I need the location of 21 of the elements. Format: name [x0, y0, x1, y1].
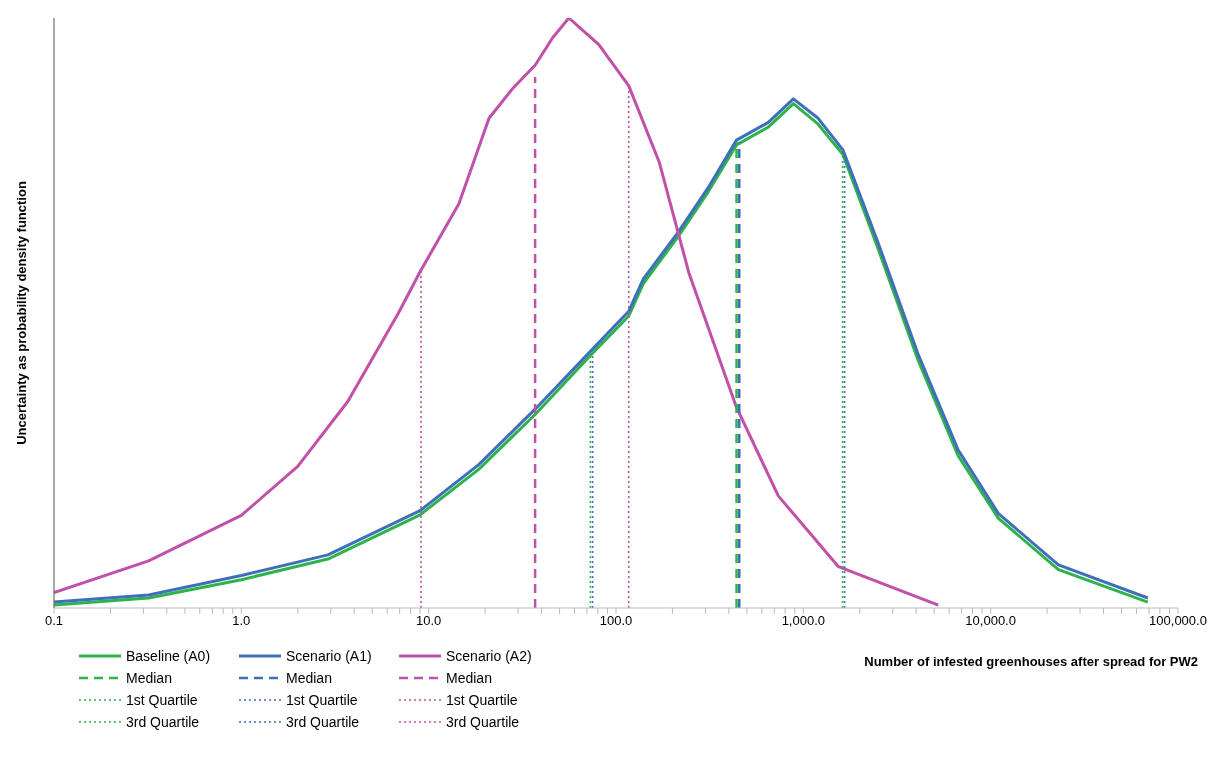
legend-label: Baseline (A0): [126, 648, 211, 664]
x-tick-label: 10,000.0: [965, 613, 1016, 629]
legend-label: 1st Quartile: [286, 692, 358, 708]
legend-label: 1st Quartile: [126, 692, 198, 708]
legend-label: 1st Quartile: [446, 692, 518, 708]
x-tick-label: 10.0: [416, 613, 442, 629]
x-axis-title: Number of infested greenhouses after spread for PW2: [864, 654, 1198, 669]
x-tick-label: 100.0: [599, 613, 633, 629]
legend-label: Median: [446, 670, 492, 686]
legend-label: 3rd Quartile: [126, 714, 200, 730]
y-axis-title: Uncertainty as probability density function: [13, 181, 29, 445]
legend-label: Scenario (A1): [286, 648, 372, 664]
legend-label: 3rd Quartile: [286, 714, 360, 730]
legend-label: Median: [286, 670, 332, 686]
legend-label: Scenario (A2): [446, 648, 532, 664]
x-tick-label: 1.0: [232, 613, 251, 629]
legend-label: Median: [126, 670, 172, 686]
x-tick-label: 100,000.0: [1149, 613, 1207, 629]
x-tick-label: 1,000.0: [781, 613, 826, 629]
legend-label: 3rd Quartile: [446, 714, 520, 730]
x-tick-label: 0.1: [44, 613, 64, 629]
